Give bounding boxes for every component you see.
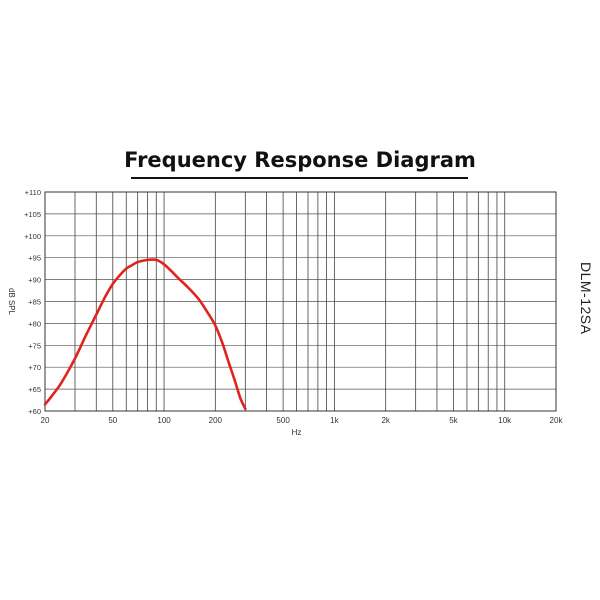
model-label: DLM-12SA [578, 262, 594, 335]
chart-title: Frequency Response Diagram [124, 148, 476, 172]
x-tick-label-2: 100 [157, 416, 171, 425]
title-underline [131, 177, 468, 179]
x-tick-label-9: 20k [550, 416, 564, 425]
x-tick-label-5: 1k [330, 416, 339, 425]
y-tick-label-10: +110 [25, 188, 41, 197]
x-tick-label-0: 20 [41, 416, 50, 425]
x-tick-label-1: 50 [108, 416, 117, 425]
plot-frame [44, 191, 557, 412]
y-tick-label-1: +65 [28, 385, 41, 394]
x-tick-labels: 20 50 100 200 500 1k 2k 5k 10k 20k [41, 416, 564, 425]
y-tick-label-4: +80 [28, 319, 41, 328]
x-tick-label-7: 5k [449, 416, 458, 425]
y-tick-label-0: +60 [28, 407, 41, 416]
x-tick-label-6: 2k [381, 416, 390, 425]
y-tick-label-5: +85 [28, 298, 41, 307]
grid [44, 191, 557, 412]
y-tick-label-2: +70 [28, 363, 41, 372]
y-tick-label-8: +100 [24, 232, 41, 241]
series-line-0 [43, 258, 247, 411]
y-tick-label-7: +95 [28, 254, 41, 263]
y-tick-label-3: +75 [28, 341, 41, 350]
y-tick-label-6: +90 [28, 276, 41, 285]
y-tick-labels: +60 +65 +70 +75 +80 +85 +90 +95 +100 +105 +110 [24, 188, 41, 416]
y-axis-label: dB SPL [7, 288, 16, 316]
y-tick-label-9: +105 [24, 210, 41, 219]
series-group [43, 258, 247, 411]
x-tick-label-8: 10k [498, 416, 512, 425]
x-axis-label: Hz [292, 428, 302, 437]
x-tick-label-3: 200 [209, 416, 223, 425]
x-tick-label-4: 500 [276, 416, 290, 425]
